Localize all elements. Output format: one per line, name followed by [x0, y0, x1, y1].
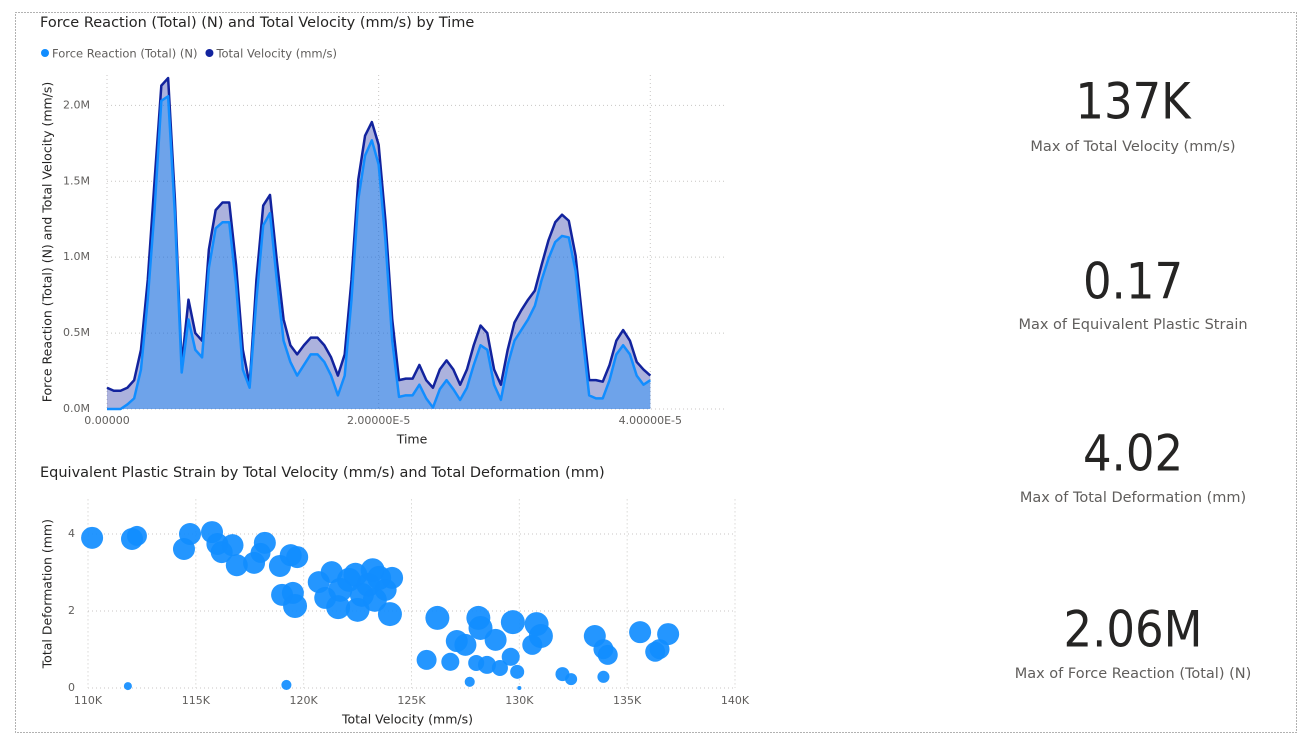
- legend-label: Force Reaction (Total) (N): [52, 47, 197, 61]
- bubble: [381, 566, 404, 589]
- card-value: 2.06M: [1064, 601, 1203, 659]
- bubble: [179, 522, 202, 546]
- x-tick-label: 130K: [505, 694, 534, 707]
- card-value: 4.02: [1083, 425, 1183, 483]
- y-axis-title: Total Deformation (mm): [40, 519, 55, 669]
- x-tick-label: 2.00000E-5: [347, 414, 410, 427]
- bubble: [464, 676, 475, 687]
- card-value: 137K: [1075, 73, 1192, 131]
- bubble: [225, 554, 248, 577]
- chart-title: Equivalent Plastic Strain by Total Veloc…: [40, 465, 605, 481]
- card-label: Max of Total Velocity (mm/s): [1030, 139, 1235, 155]
- bubble: [657, 623, 680, 646]
- card-value: 0.17: [1083, 253, 1183, 311]
- bubble: [491, 659, 508, 677]
- x-axis-title: Total Velocity (mm/s): [341, 712, 473, 727]
- bubble: [500, 610, 525, 635]
- x-tick-label: 120K: [290, 694, 319, 707]
- y-tick-label: 0.0M: [63, 402, 90, 415]
- bubble: [565, 673, 578, 686]
- line: [106, 76, 652, 393]
- x-tick-label: 115K: [182, 694, 211, 707]
- y-tick-label: 0: [68, 681, 75, 694]
- bubble: [597, 644, 618, 665]
- x-tick-label: 110K: [74, 694, 103, 707]
- bubble: [510, 664, 525, 679]
- bubble: [528, 624, 553, 649]
- y-tick-label: 2: [68, 604, 75, 617]
- bubble: [250, 542, 271, 563]
- line: [107, 95, 651, 411]
- bubble: [221, 534, 244, 557]
- bubble: [81, 526, 104, 549]
- bubble: [441, 652, 460, 671]
- bubble: [501, 647, 520, 666]
- legend-label: Total Velocity (mm/s): [215, 47, 337, 61]
- x-axis-title: Time: [396, 432, 428, 447]
- bubble: [123, 682, 132, 691]
- y-tick-label: 0.5M: [63, 326, 90, 339]
- y-axis-title: Force Reaction (Total) (N) and Total Vel…: [40, 82, 55, 403]
- bubble: [416, 649, 437, 670]
- x-tick-label: 140K: [721, 694, 750, 707]
- bubble: [126, 525, 147, 546]
- bubble: [484, 628, 507, 651]
- legend-marker: [205, 49, 214, 57]
- bubble: [629, 621, 652, 644]
- bubble: [454, 633, 477, 656]
- bubble: [286, 546, 309, 569]
- y-tick-label: 4: [68, 527, 75, 540]
- x-tick-label: 135K: [613, 694, 642, 707]
- bubble: [281, 679, 292, 690]
- bubble: [517, 685, 522, 691]
- x-tick-label: 4.00000E-5: [619, 414, 682, 427]
- page-border: [15, 12, 1297, 733]
- x-tick-label: 0.00000: [84, 414, 130, 427]
- bubble: [597, 670, 610, 683]
- card-label: Max of Total Deformation (mm): [1020, 490, 1246, 506]
- legend-marker: [41, 49, 49, 57]
- y-tick-label: 1.0M: [63, 250, 90, 263]
- card-label: Max of Equivalent Plastic Strain: [1018, 317, 1247, 333]
- bubble: [377, 602, 402, 627]
- chart-title: Force Reaction (Total) (N) and Total Vel…: [40, 15, 474, 31]
- bubble: [283, 593, 308, 618]
- bubble: [425, 605, 450, 630]
- y-tick-label: 1.5M: [63, 174, 90, 187]
- x-tick-label: 125K: [397, 694, 426, 707]
- area: [107, 96, 651, 409]
- y-tick-label: 2.0M: [63, 98, 90, 111]
- bubble: [477, 655, 497, 674]
- card-label: Max of Force Reaction (Total) (N): [1015, 666, 1252, 682]
